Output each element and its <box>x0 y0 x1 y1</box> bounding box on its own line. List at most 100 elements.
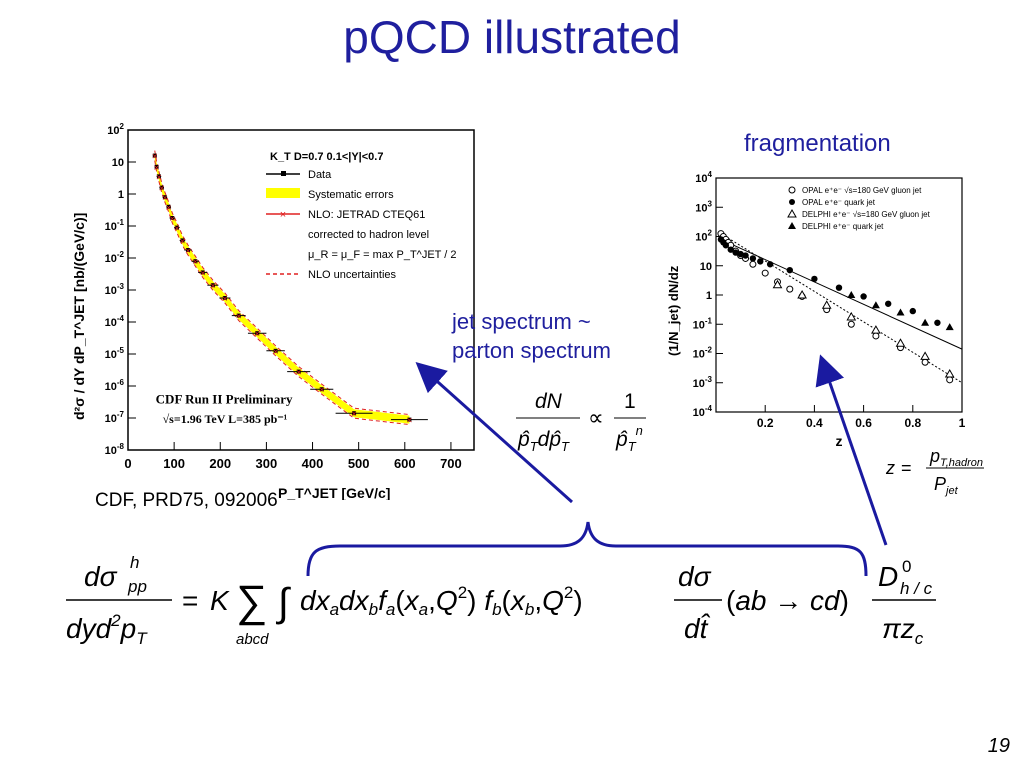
y-tick-label: 10 <box>112 157 124 169</box>
x-tick-label: 0.6 <box>855 416 872 430</box>
nlo-marker: × <box>185 246 191 257</box>
jet-label-line2: parton spectrum <box>452 338 611 363</box>
opal-quark-point <box>909 307 916 315</box>
svg-text:=: = <box>182 585 198 616</box>
data-point <box>200 270 205 275</box>
nlo-marker: × <box>152 152 158 163</box>
data-point <box>210 283 215 288</box>
quark-fit-line <box>720 238 963 350</box>
svg-text:1: 1 <box>624 390 636 413</box>
slide-title: pQCD illustrated <box>343 11 681 63</box>
opal-quark-point <box>811 275 818 283</box>
nlo-marker: × <box>174 224 180 235</box>
y-tick-label: 10-8 <box>105 442 125 457</box>
delphi-gluon-point <box>944 368 955 378</box>
x-tick-label: 300 <box>256 456 278 471</box>
jet-spectrum-chart: 0 100 200 300 400 500 600 700 10-8 10-7 10-6 10-5 10… <box>71 122 475 500</box>
nlo-marker: × <box>169 214 175 225</box>
svg-text:z: z <box>885 458 895 478</box>
x-tick-label: 100 <box>163 456 185 471</box>
nlo-marker: × <box>210 281 216 292</box>
x-tick-label: 0.2 <box>757 416 774 430</box>
data-point <box>185 248 190 252</box>
opal-quark-point <box>835 284 843 291</box>
jet-spectrum-label: jet spectrum ~ parton spectrum <box>452 307 611 365</box>
data-point <box>319 387 324 392</box>
delphi-quark-point <box>896 308 905 316</box>
y-tick-label: 10-4 <box>693 404 713 419</box>
y-tick-label: 1 <box>118 189 124 201</box>
y-tick-label: 10-3 <box>105 282 125 297</box>
delphi-quark-point <box>871 301 880 309</box>
svg-text:D: D <box>878 561 898 592</box>
svg-text:dxadxbfa(xa,Q2) fb(xb,Q2): dxadxbfa(xa,Q2) fb(xb,Q2) <box>300 583 583 619</box>
factorization-formula: dσ h pp dyd2pT = K ∑ abcd ∫ dxadxbfa(xa,… <box>66 553 936 648</box>
svg-text:p̂Tdp̂T: p̂Tdp̂T <box>517 428 570 454</box>
delphi-gluon-point <box>772 279 783 289</box>
data-point <box>222 296 227 300</box>
data-point <box>152 153 157 158</box>
data-point <box>273 348 278 353</box>
delphi-gluon-point <box>797 289 807 299</box>
legend-marker <box>788 222 796 229</box>
nlo-marker: × <box>296 368 302 379</box>
nlo-marker: × <box>162 193 168 204</box>
y-tick-label: 102 <box>107 122 124 137</box>
legend-label: OPAL e⁺e⁻ quark jet <box>802 198 876 207</box>
legend-marker <box>787 208 797 218</box>
svg-text:p̂Tn: p̂Tn <box>615 423 643 454</box>
opal-quark-point <box>732 249 739 256</box>
data-point <box>193 259 198 264</box>
delphi-gluon-point <box>920 351 930 360</box>
y-tick-label: 104 <box>695 170 712 185</box>
opal-quark-point <box>742 252 749 259</box>
nlo-marker: × <box>192 257 198 268</box>
data-point <box>159 185 164 190</box>
legend-nlo-marker: × <box>280 209 286 221</box>
fragmentation-label: fragmentation <box>744 130 891 157</box>
svg-text:0: 0 <box>902 557 911 576</box>
opal-gluon-point <box>786 285 794 293</box>
opal-quark-point <box>885 300 892 307</box>
legend-title: K_T D=0.7 0.1<|Y|<0.7 <box>270 151 383 163</box>
nlo-marker: × <box>200 268 206 279</box>
delphi-quark-point <box>921 318 930 326</box>
y-axis-label: d²σ / dY dP_T^JET [nb/(GeV/c)] <box>71 213 87 420</box>
page-number: 19 <box>987 735 1010 757</box>
data-point <box>156 174 161 179</box>
jet-label-line1: jet spectrum ~ <box>452 309 591 334</box>
annotation-lumi: √s=1.96 TeV L=385 pb⁻¹ <box>163 412 288 426</box>
x-axis-label: z <box>836 433 843 449</box>
x-tick-label: 0 <box>124 456 131 471</box>
proportionality-formula: dN p̂Tdp̂T ∝ 1 p̂Tn <box>516 390 646 454</box>
x-tick-label: 0.8 <box>904 416 921 430</box>
opal-quark-point <box>860 293 867 300</box>
y-tick-label: 10 <box>700 261 712 273</box>
delphi-gluon-point <box>821 300 832 309</box>
opal-gluon-point <box>749 260 757 268</box>
legend-label: DELPHI e⁺e⁻ quark jet <box>802 222 884 231</box>
nlo-marker: × <box>159 184 165 195</box>
data-point <box>407 417 412 422</box>
x-tick-label: 0.4 <box>806 416 823 430</box>
opal-quark-point <box>737 250 744 258</box>
data-point <box>166 204 171 209</box>
svg-text:dN: dN <box>535 390 563 413</box>
svg-text:pp: pp <box>127 577 147 596</box>
nlo-marker: × <box>166 203 172 214</box>
legend-label: Data <box>308 169 332 181</box>
data-point <box>296 369 301 374</box>
nlo-marker: × <box>156 172 162 183</box>
fragmentation-chart: 0.2 0.4 0.6 0.8 1 10-4 10-3 10-2 10-1 1 10 102 103 10… <box>666 170 966 449</box>
legend-marker <box>788 186 796 194</box>
y-tick-label: 103 <box>695 199 712 214</box>
opal-quark-point <box>786 266 793 274</box>
opal-gluon-point <box>761 269 769 277</box>
x-tick-label: 600 <box>394 456 416 471</box>
nlo-marker: × <box>222 294 228 305</box>
delphi-gluon-point <box>846 311 857 321</box>
opal-gluon-point <box>921 358 929 366</box>
opal-gluon-point <box>872 332 880 340</box>
y-tick-label: 10-2 <box>105 250 125 265</box>
svg-text:K: K <box>210 585 230 616</box>
